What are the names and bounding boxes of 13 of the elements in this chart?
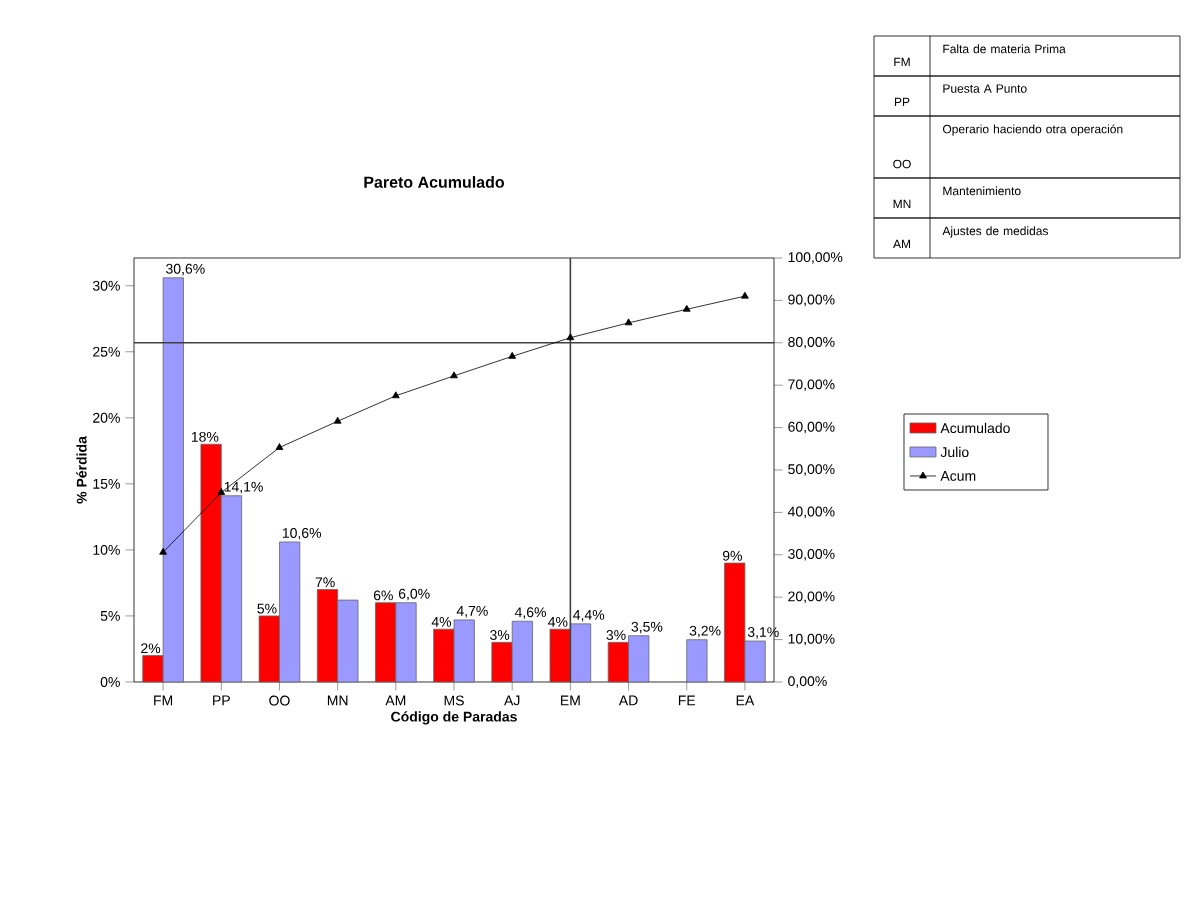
point [741, 291, 749, 299]
point [566, 333, 575, 341]
point [682, 304, 691, 312]
point [508, 351, 517, 359]
point [159, 547, 167, 555]
bar [686, 639, 708, 683]
point [624, 318, 633, 326]
point [450, 371, 458, 379]
point [275, 443, 284, 450]
point [391, 391, 400, 399]
point [333, 416, 342, 424]
point [217, 488, 226, 495]
chart-title: Pareto Acumulado [364, 176, 505, 188]
